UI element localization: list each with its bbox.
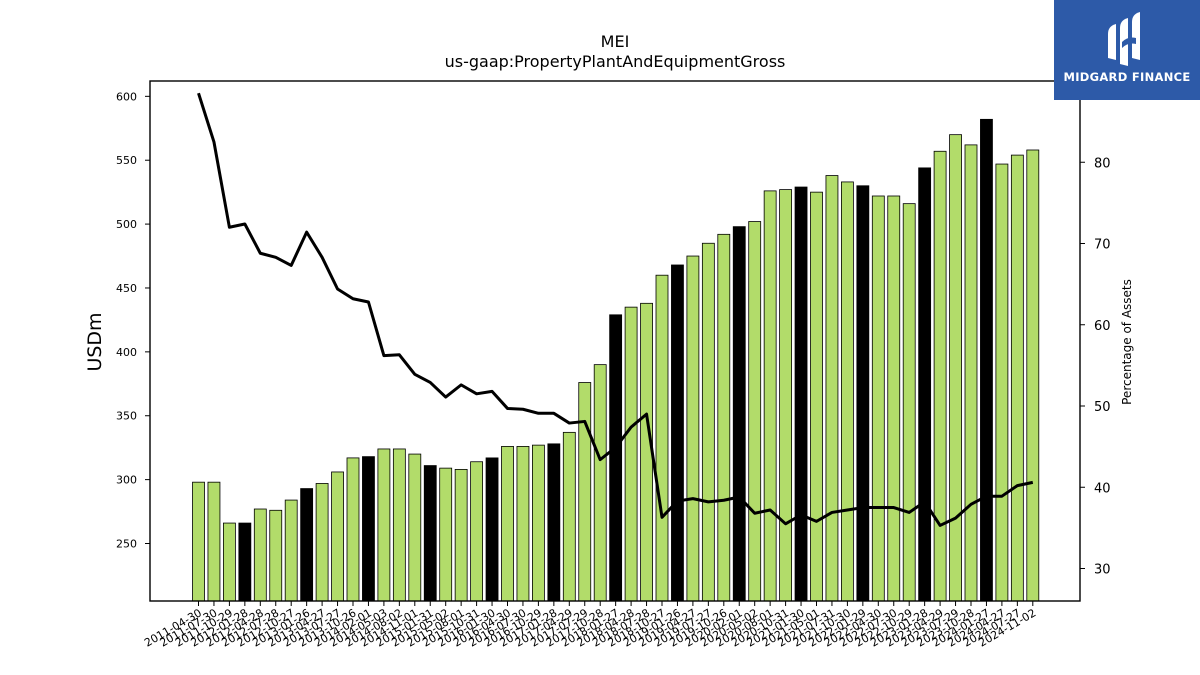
y-tick-label: 600 xyxy=(116,90,137,103)
bar xyxy=(949,134,962,602)
bar xyxy=(810,191,823,602)
bar xyxy=(454,468,468,602)
bar xyxy=(578,382,592,602)
y-tick-label: 550 xyxy=(116,154,137,167)
bar xyxy=(1026,149,1040,602)
bar xyxy=(439,467,453,602)
bar xyxy=(593,364,607,602)
bar xyxy=(655,274,669,602)
y2-tick-label: 30 xyxy=(1094,563,1111,578)
bar xyxy=(902,203,916,602)
y2-tick-label: 50 xyxy=(1094,400,1111,415)
brand-name: MIDGARD FINANCE xyxy=(1063,70,1191,84)
bar xyxy=(624,306,638,602)
percentage-line-group xyxy=(197,92,1034,527)
bar xyxy=(779,189,792,602)
y-axis-label: USDm xyxy=(84,312,106,371)
y-tick-label: 450 xyxy=(116,282,137,295)
bar xyxy=(377,448,391,602)
bar xyxy=(856,185,870,602)
plot-frame xyxy=(149,80,1081,602)
bar xyxy=(485,457,499,602)
bar xyxy=(980,118,993,602)
bar xyxy=(562,431,576,602)
bar xyxy=(238,522,252,602)
bar xyxy=(192,481,205,602)
bar xyxy=(1010,154,1024,602)
bar xyxy=(794,186,808,602)
bar xyxy=(331,471,344,602)
bar xyxy=(315,483,329,602)
logo-mark-icon xyxy=(1108,12,1140,66)
y-tick-label: 250 xyxy=(116,538,137,551)
chart-title: MEI xyxy=(600,32,630,51)
bar xyxy=(701,242,715,602)
bar xyxy=(995,163,1009,602)
bar-group xyxy=(192,118,1040,602)
brand-logo: MIDGARD FINANCE xyxy=(1054,0,1200,100)
bar xyxy=(408,453,422,602)
percentage-line xyxy=(197,92,1034,527)
bar xyxy=(763,190,777,602)
bar xyxy=(423,465,437,602)
bar xyxy=(470,461,484,602)
bar xyxy=(547,443,561,602)
bar xyxy=(686,255,700,602)
bar xyxy=(532,444,545,602)
bar xyxy=(918,167,932,602)
y2-tick-label: 70 xyxy=(1094,238,1111,253)
bar xyxy=(346,457,360,602)
y2-axis: 30 40 50 60 70 80 xyxy=(1080,156,1111,578)
bar xyxy=(501,446,514,602)
x-axis: 2011-04-302011-07-302011-10-292012-01-28… xyxy=(142,601,1038,650)
bar xyxy=(300,488,314,602)
bar xyxy=(887,195,901,602)
y2-tick-label: 80 xyxy=(1094,156,1111,171)
bar xyxy=(933,150,947,602)
bar xyxy=(748,221,762,602)
bar xyxy=(671,264,684,602)
bar xyxy=(253,508,267,602)
bar xyxy=(732,226,746,602)
bar xyxy=(392,448,406,602)
bar xyxy=(717,233,731,602)
y2-axis-label: Percentage of Assets xyxy=(1120,279,1134,405)
y2-tick-label: 60 xyxy=(1094,319,1111,334)
bar xyxy=(207,481,221,602)
bar xyxy=(516,446,530,602)
y-tick-label: 300 xyxy=(116,474,137,487)
bar xyxy=(269,509,283,602)
bar xyxy=(609,314,623,602)
bar xyxy=(222,522,236,602)
bar xyxy=(825,175,839,602)
bar xyxy=(871,195,885,602)
bar xyxy=(841,181,854,602)
bar xyxy=(362,456,375,602)
bar xyxy=(284,499,298,602)
y-tick-label: 350 xyxy=(116,410,137,423)
y-tick-label: 400 xyxy=(116,346,137,359)
y2-tick-label: 40 xyxy=(1094,481,1111,496)
chart-subtitle: us-gaap:PropertyPlantAndEquipmentGross xyxy=(444,52,786,71)
y-tick-label: 500 xyxy=(116,218,137,231)
bar xyxy=(964,144,978,602)
y-axis: 250 300 350 400 450 500 550 600 xyxy=(116,90,150,551)
